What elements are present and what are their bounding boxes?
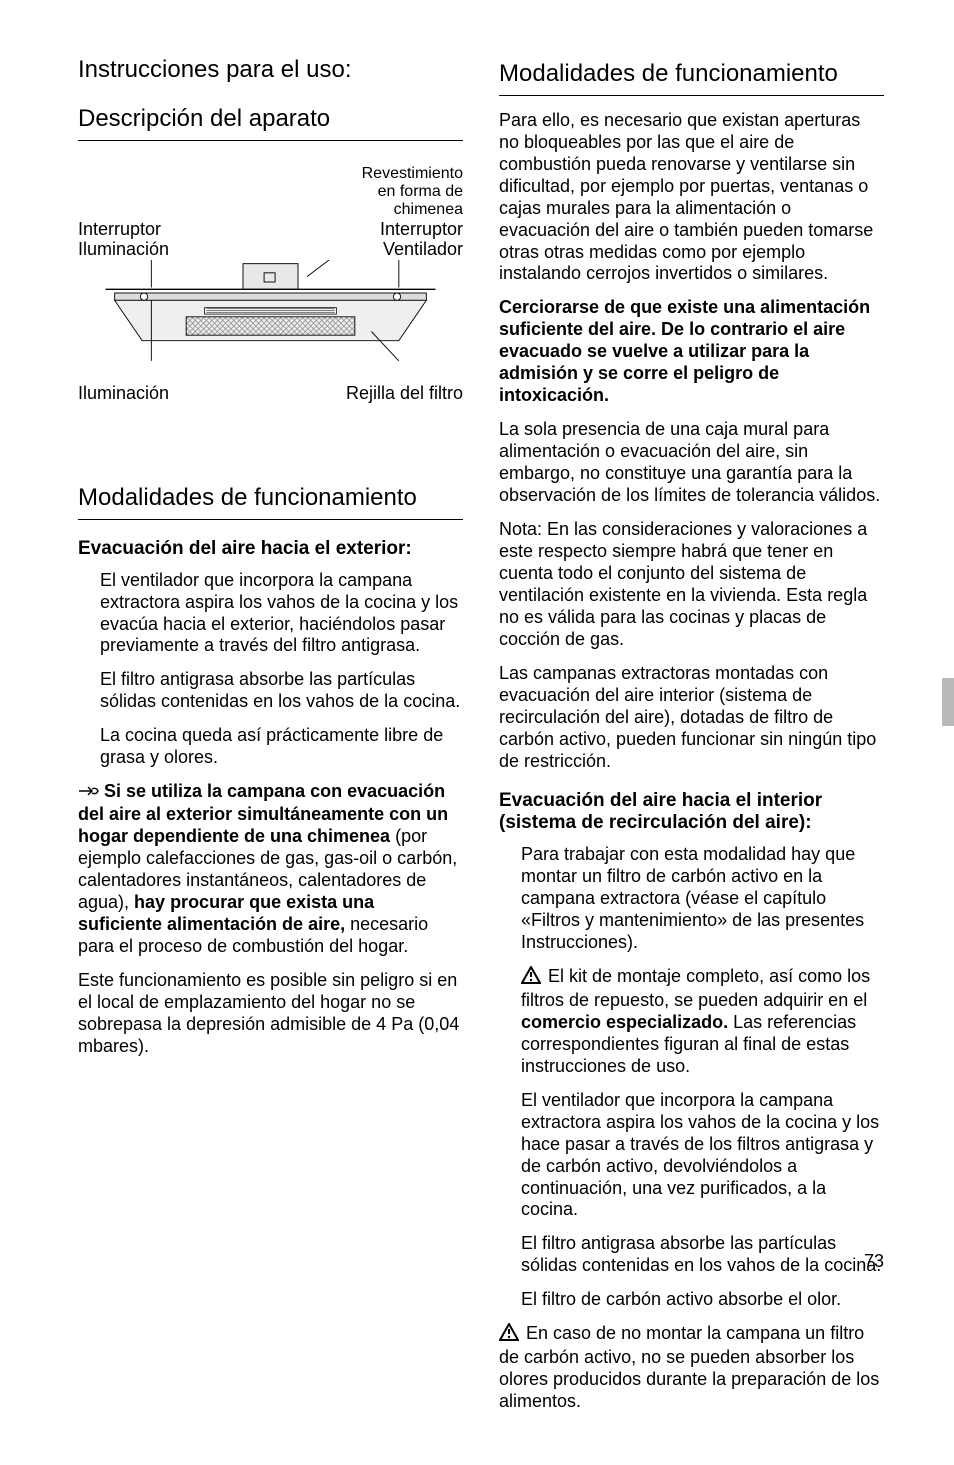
hood-illustration bbox=[78, 260, 463, 370]
paragraph: Nota: En las consideraciones y valoracio… bbox=[499, 519, 884, 651]
bold-warning-paragraph: Cerciorarse de que existe una alimentaci… bbox=[499, 297, 884, 407]
left-column: Instrucciones para el uso: Descripción d… bbox=[78, 56, 463, 1425]
page-content: Instrucciones para el uso: Descripción d… bbox=[0, 0, 954, 1465]
diagram-label-light-switch: Interruptor Iluminación bbox=[78, 219, 169, 260]
paragraph: El filtro de carbón activo absorbe el ol… bbox=[521, 1289, 884, 1311]
paragraph: El filtro antigrasa absorbe las partícul… bbox=[521, 1233, 884, 1277]
device-diagram: Revestimiento en forma de chimenea Inter… bbox=[78, 165, 463, 404]
diagram-label-lighting: Iluminación bbox=[78, 383, 169, 404]
paragraph: Para ello, es necesario que existan aper… bbox=[499, 110, 884, 286]
paragraph: Este funcionamiento es posible sin pelig… bbox=[78, 970, 463, 1058]
subheading-recirculation: Evacuación del aire hacia el interior (s… bbox=[499, 790, 884, 834]
diagram-label-fan-switch: Interruptor Ventilador bbox=[380, 219, 463, 260]
page-number: 73 bbox=[864, 1251, 884, 1272]
final-warning-paragraph: En caso de no montar la campana un filtr… bbox=[499, 1323, 884, 1413]
heading-operating-modes-right: Modalidades de funcionamiento bbox=[499, 60, 884, 96]
heading-device-description: Descripción del aparato bbox=[78, 105, 463, 141]
paragraph: El ventilador que incorpora la campana e… bbox=[100, 570, 463, 658]
kit-paragraph: El kit de montaje completo, así como los… bbox=[521, 966, 884, 1078]
paragraph: El filtro antigrasa absorbe las partícul… bbox=[100, 669, 463, 713]
heading-operating-modes-left: Modalidades de funcionamiento bbox=[78, 484, 463, 520]
heading-instructions: Instrucciones para el uso: bbox=[78, 56, 463, 91]
diagram-label-filter-grille: Rejilla del filtro bbox=[346, 383, 463, 404]
page-side-tab bbox=[942, 678, 954, 726]
warning-triangle-icon bbox=[499, 1323, 519, 1347]
paragraph: Para trabajar con esta modalidad hay que… bbox=[521, 844, 884, 954]
paragraph: Las campanas extractoras montadas con ev… bbox=[499, 663, 884, 773]
paragraph: El ventilador que incorpora la campana e… bbox=[521, 1090, 884, 1222]
warning-triangle-icon bbox=[521, 966, 541, 990]
paragraph: La sola presencia de una caja mural para… bbox=[499, 419, 884, 507]
recirculation-list: Para trabajar con esta modalidad hay que… bbox=[499, 844, 884, 1311]
right-column: Modalidades de funcionamiento Para ello,… bbox=[499, 56, 884, 1425]
warning-chimney-paragraph: Si se utiliza la campana con evacuación … bbox=[78, 781, 463, 958]
exhaust-list: El ventilador que incorpora la campana e… bbox=[78, 570, 463, 770]
subheading-exhaust-exterior: Evacuación del aire hacia el exterior: bbox=[78, 538, 463, 560]
hand-pointer-icon bbox=[78, 782, 100, 804]
paragraph: La cocina queda así prácticamente libre … bbox=[100, 725, 463, 769]
diagram-label-chimney: Revestimiento en forma de chimenea bbox=[362, 165, 463, 219]
